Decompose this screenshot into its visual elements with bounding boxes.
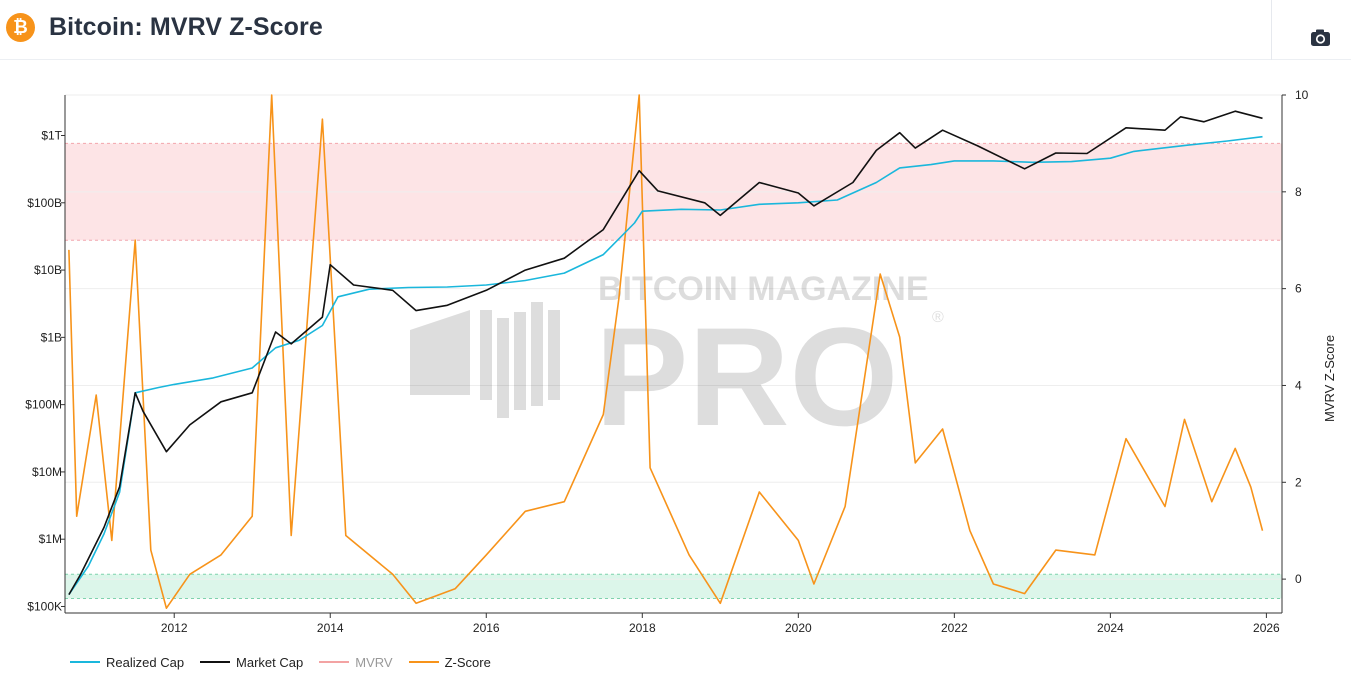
x-tick-label: 2024 [1097, 621, 1124, 635]
x-tick-label: 2026 [1253, 621, 1280, 635]
watermark: BITCOIN MAGAZINE PRO ® [410, 270, 944, 455]
left-tick-label: $100M [25, 398, 62, 412]
right-tick-label: 2 [1295, 475, 1302, 489]
legend-label: MVRV [355, 654, 393, 670]
legend-item-mvrv[interactable]: MVRV [319, 654, 393, 670]
right-tick-label: 0 [1295, 572, 1302, 586]
mvrv-chart: BITCOIN MAGAZINE PRO ® $100K $1M $10M $100M… [25, 88, 1309, 635]
x-tick-label: 2012 [161, 621, 188, 635]
right-tick-label: 4 [1295, 378, 1302, 392]
legend: Realized Cap Market Cap MVRV Z-Score [70, 653, 507, 671]
watermark-logo-icon [410, 302, 560, 418]
watermark-text-top: BITCOIN MAGAZINE [598, 270, 929, 308]
legend-swatch [70, 661, 100, 663]
header-divider [1271, 0, 1272, 60]
legend-swatch [200, 661, 231, 663]
left-tick-label: $100B [27, 196, 62, 210]
watermark-registered: ® [932, 309, 944, 326]
screenshot-button[interactable] [1305, 24, 1335, 52]
legend-item-market-cap[interactable]: Market Cap [200, 655, 303, 670]
band-undervalued [65, 574, 1282, 599]
legend-swatch [319, 661, 350, 663]
legend-label: Z-Score [444, 654, 491, 670]
legend-label: Market Cap [236, 654, 304, 670]
legend-item-realized-cap[interactable]: Realized Cap [70, 655, 184, 670]
legend-label: Realized Cap [106, 654, 185, 670]
left-tick-label: $1T [41, 129, 62, 143]
legend-swatch [408, 661, 439, 663]
x-tick-label: 2016 [473, 621, 500, 635]
watermark-text-pro: PRO [595, 298, 898, 455]
left-tick-label: $1B [41, 330, 62, 344]
right-tick-label: 8 [1295, 185, 1302, 199]
x-tick-label: 2022 [941, 621, 968, 635]
left-tick-label: $10B [34, 263, 62, 277]
page-title: Bitcoin: MVRV Z-Score [49, 13, 323, 41]
legend-item-z-score[interactable]: Z-Score [408, 654, 491, 670]
series-line-z-score[interactable] [68, 94, 1264, 609]
series-line-market-cap[interactable] [68, 110, 1263, 596]
right-axis-title: MVRV Z-Score [1322, 334, 1337, 422]
left-tick-label: $1M [39, 532, 62, 546]
left-tick-label: $10M [32, 465, 62, 479]
x-tick-label: 2014 [317, 621, 344, 635]
series-line-realized-cap[interactable] [68, 135, 1263, 596]
left-tick-label: $100K [27, 599, 62, 613]
right-tick-label: 6 [1295, 282, 1302, 296]
x-tick-label: 2020 [785, 621, 812, 635]
bitcoin-logo-icon: ₿ [6, 13, 35, 42]
right-tick-label: 10 [1295, 88, 1309, 102]
header: ₿ Bitcoin: MVRV Z-Score [0, 0, 1351, 60]
camera-icon [1311, 29, 1330, 46]
x-tick-label: 2018 [629, 621, 656, 635]
